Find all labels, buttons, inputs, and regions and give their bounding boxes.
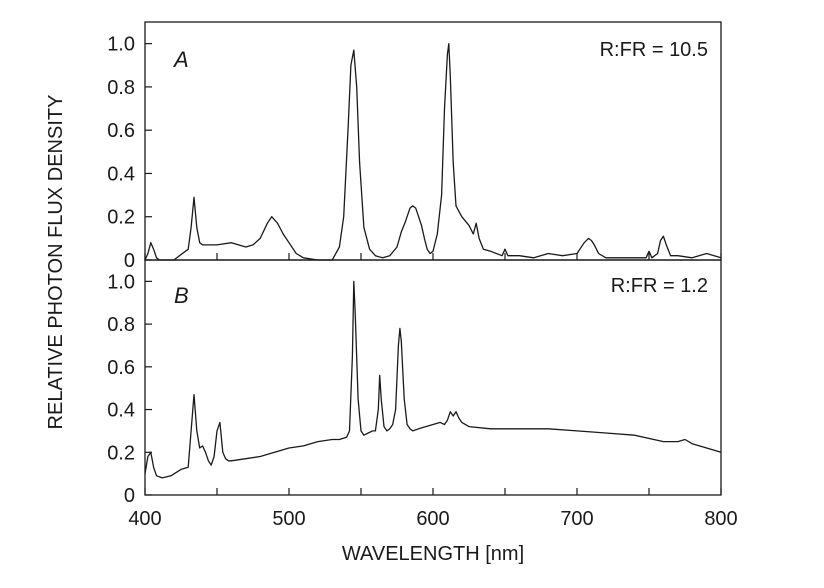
panel-b-y-tick-label: 0.4 [107,400,135,422]
panel-a-y-ticks: 0 0.2 0.4 0.6 0.8 1.0 [107,34,152,272]
x-axis-title: WAVELENGTH [nm] [342,543,524,565]
panel-b-ratio-annotation: R:FR = 1.2 [611,275,708,297]
y-axis-title: RELATIVE PHOTON FLUX DENSITY [45,95,67,430]
panel-b-y-tick-label: 0.8 [107,314,135,336]
panel-b-y-tick-label: 0.6 [107,357,135,379]
x-tick-label: 400 [128,508,161,530]
panel-a-y-tick-label: 1.0 [107,34,135,56]
panel-a: A R:FR = 10.5 0 0.2 0.4 0.6 0.8 1.0 [107,21,722,272]
panel-a-x-ticks [144,253,722,260]
panel-a-y-tick-label: 0.6 [107,120,135,142]
panel-b: B R:FR = 1.2 0 0.2 0.4 0.6 0.8 1.0 400 500 600 7… [107,259,738,530]
x-tick-label: 600 [416,508,449,530]
x-tick-label: 800 [704,508,737,530]
panel-a-y-tick-label: 0.4 [107,163,135,185]
x-tick-label: 500 [272,508,305,530]
panel-a-spectrum-line [144,42,722,261]
panel-b-y-ticks: 0 0.2 0.4 0.6 0.8 1.0 [107,271,152,507]
panel-a-letter: A [172,47,189,72]
panel-a-ratio-annotation: R:FR = 10.5 [600,39,708,61]
panel-b-y-tick-label: 1.0 [107,271,135,293]
x-tick-label: 700 [560,508,593,530]
panel-b-y-tick-label: 0 [124,485,135,507]
panel-a-y-tick-label: 0 [124,250,135,272]
panel-b-spectrum-line [144,280,722,479]
panel-b-letter: B [174,283,189,308]
panel-b-y-tick-label: 0.2 [107,442,135,464]
panel-b-x-ticks: 400 500 600 700 800 [128,488,738,530]
panel-a-y-tick-label: 0.2 [107,207,135,229]
panel-a-y-tick-label: 0.8 [107,77,135,99]
